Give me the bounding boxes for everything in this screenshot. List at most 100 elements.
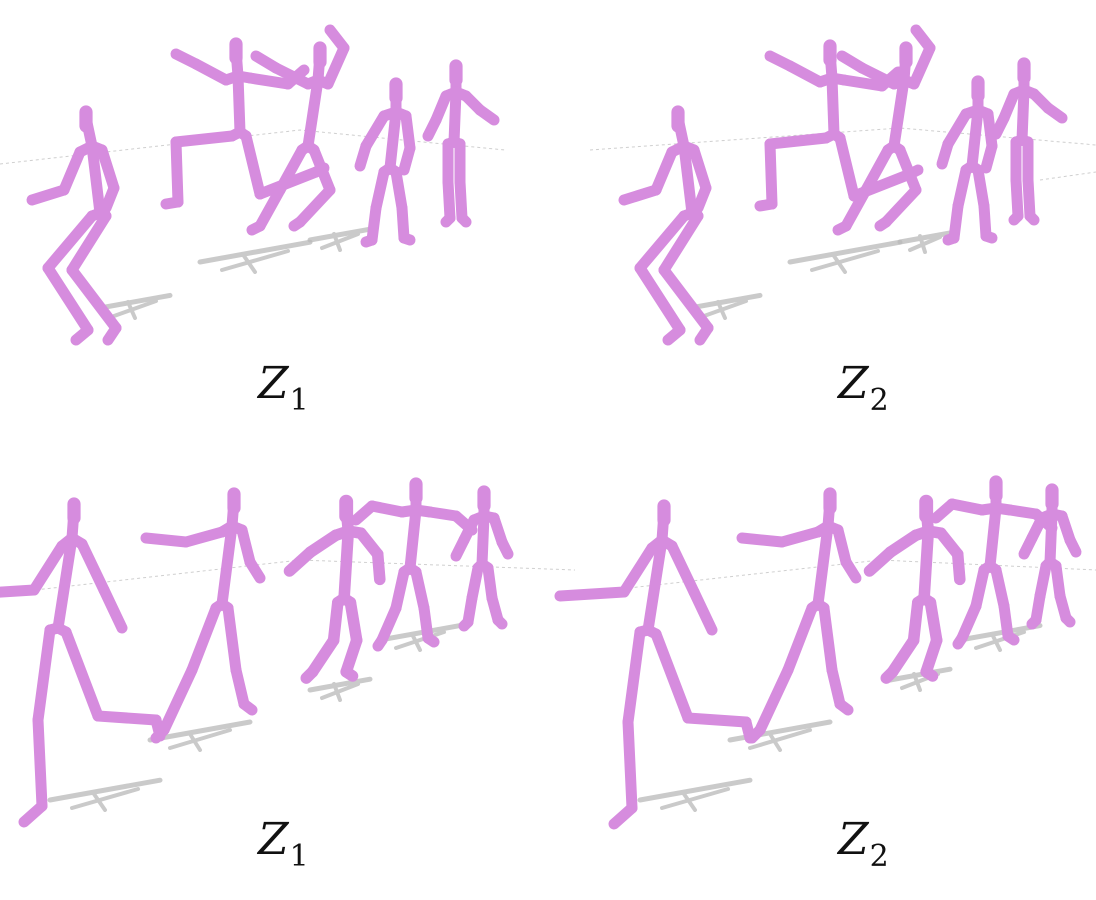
bone: [302, 74, 324, 152]
stick-figure-2: [832, 24, 936, 236]
bone: [324, 24, 350, 54]
stick-figure-1: [736, 487, 862, 744]
bone: [990, 112, 1010, 140]
bone: [254, 184, 286, 232]
shadow-stroke: [832, 254, 847, 274]
bone: [910, 24, 936, 54]
bone: [306, 634, 340, 678]
bone: [160, 196, 184, 210]
shadow-stroke: [220, 249, 290, 272]
bone: [158, 664, 198, 736]
bone: [327, 596, 344, 647]
bone: [836, 50, 868, 74]
bone: [294, 184, 336, 228]
bone: [694, 322, 714, 346]
shadow-stroke: [70, 787, 140, 810]
bone: [834, 698, 854, 716]
stick-figure-4: [422, 59, 500, 228]
bone: [250, 50, 282, 74]
bone: [86, 140, 106, 219]
bone: [350, 500, 378, 526]
bone: [838, 74, 888, 92]
bone: [784, 60, 826, 88]
bone: [376, 602, 402, 646]
shadow-stroke: [332, 232, 342, 252]
panel-top-left: [0, 24, 506, 346]
bone: [450, 534, 470, 562]
bone: [66, 264, 122, 334]
shadow-stroke: [748, 728, 812, 750]
bone: [474, 104, 500, 126]
bone: [688, 144, 712, 194]
shadow-stroke: [242, 254, 257, 274]
bone: [190, 58, 232, 86]
caption-bottom-right: Z2: [838, 814, 889, 874]
bone: [860, 144, 894, 196]
bone: [288, 216, 306, 232]
stick-figure-0: [554, 499, 756, 830]
shadow-stroke: [47, 777, 163, 803]
shadow-stroke: [188, 732, 202, 752]
bone: [1022, 174, 1036, 222]
shadow-stroke: [957, 623, 1043, 643]
bone: [216, 520, 238, 610]
bone: [894, 144, 922, 196]
bone: [372, 634, 388, 652]
bone: [980, 140, 998, 174]
bone: [102, 322, 122, 346]
bone: [924, 596, 943, 647]
bone: [658, 264, 714, 334]
bone: [370, 166, 390, 214]
shadow-stroke: [112, 299, 158, 318]
shadow-stroke: [147, 719, 253, 743]
bone: [888, 74, 910, 152]
bone: [662, 324, 686, 346]
ground-line: [589, 127, 1096, 151]
bone: [244, 556, 266, 584]
bone: [618, 184, 662, 206]
shadow-stroke: [637, 777, 753, 803]
bone: [42, 262, 94, 336]
bone: [608, 802, 638, 830]
shadow-stroke: [168, 728, 232, 750]
shadow-stroke: [908, 235, 942, 252]
bone: [300, 666, 319, 684]
bone: [274, 144, 308, 196]
bone: [880, 666, 899, 684]
bone: [360, 234, 378, 248]
bone: [170, 48, 202, 70]
bone: [60, 626, 104, 722]
stick-figure-1: [140, 487, 266, 744]
caption-top-right: Z2: [838, 358, 889, 418]
bone: [52, 532, 78, 634]
bone: [907, 596, 924, 647]
shadow-stroke: [410, 632, 422, 652]
bone: [863, 546, 897, 577]
shadow-stroke: [687, 292, 763, 311]
bone: [956, 600, 982, 644]
shadow-2: [307, 676, 373, 702]
bone: [244, 72, 294, 90]
bone: [776, 526, 824, 548]
bone: [360, 110, 390, 152]
bone: [918, 525, 935, 605]
bone: [832, 220, 852, 236]
bone: [340, 666, 359, 682]
bone: [240, 130, 266, 200]
shadow-stroke: [912, 672, 922, 692]
bone: [140, 532, 192, 548]
bone: [622, 626, 646, 728]
bone: [18, 800, 48, 828]
bone: [390, 566, 410, 614]
shadow-0: [637, 777, 753, 812]
bone: [554, 586, 630, 602]
shadow-stroke: [320, 232, 360, 250]
bone: [96, 144, 120, 194]
bone: [410, 566, 430, 614]
shadow-stroke: [682, 792, 697, 812]
bone: [942, 232, 960, 246]
bone: [98, 584, 128, 634]
shadow-stroke: [320, 682, 360, 700]
bone: [764, 50, 796, 72]
